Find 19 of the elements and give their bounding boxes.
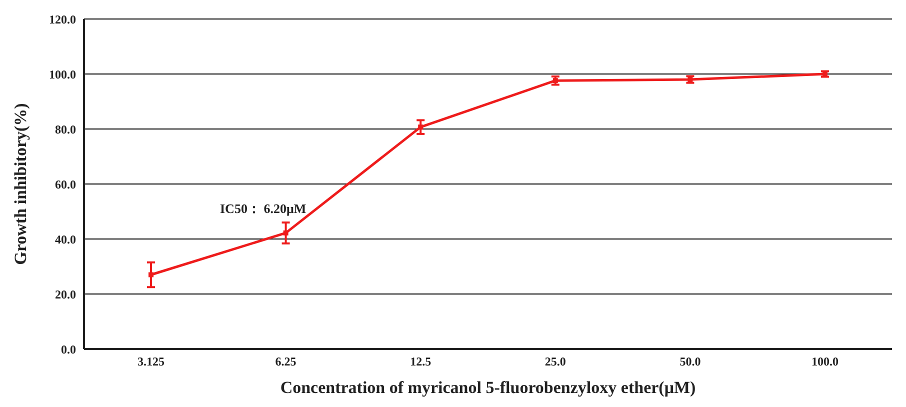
x-tick-label: 3.125 [138, 354, 164, 369]
point [283, 230, 288, 236]
x-tick-label: 25.0 [544, 354, 566, 369]
y-tick-label: 0.0 [61, 342, 76, 356]
x-axis-title: Concentration of myricanol 5-fluorobenzyloxy ether(μM) [280, 378, 696, 397]
y-tick-label: 100.0 [49, 67, 76, 82]
point [418, 124, 424, 130]
point [148, 272, 154, 278]
x-tick-label: 6.25 [275, 354, 296, 369]
x-tick-label: 50.0 [680, 354, 701, 369]
y-axis-title: Growth inhibitory(%) [11, 103, 30, 265]
y-tick-label: 120.0 [49, 12, 76, 26]
y-tick-label: 60.0 [55, 177, 76, 192]
annotation: IC50： 6.20μM [220, 200, 306, 218]
x-tick-label: 100.0 [812, 354, 838, 369]
y-tick-label: 20.0 [55, 287, 76, 302]
y-tick-label: 40.0 [55, 232, 76, 246]
y-tick-label: 80.0 [55, 122, 76, 136]
x-tick-label: 12.5 [410, 354, 432, 369]
